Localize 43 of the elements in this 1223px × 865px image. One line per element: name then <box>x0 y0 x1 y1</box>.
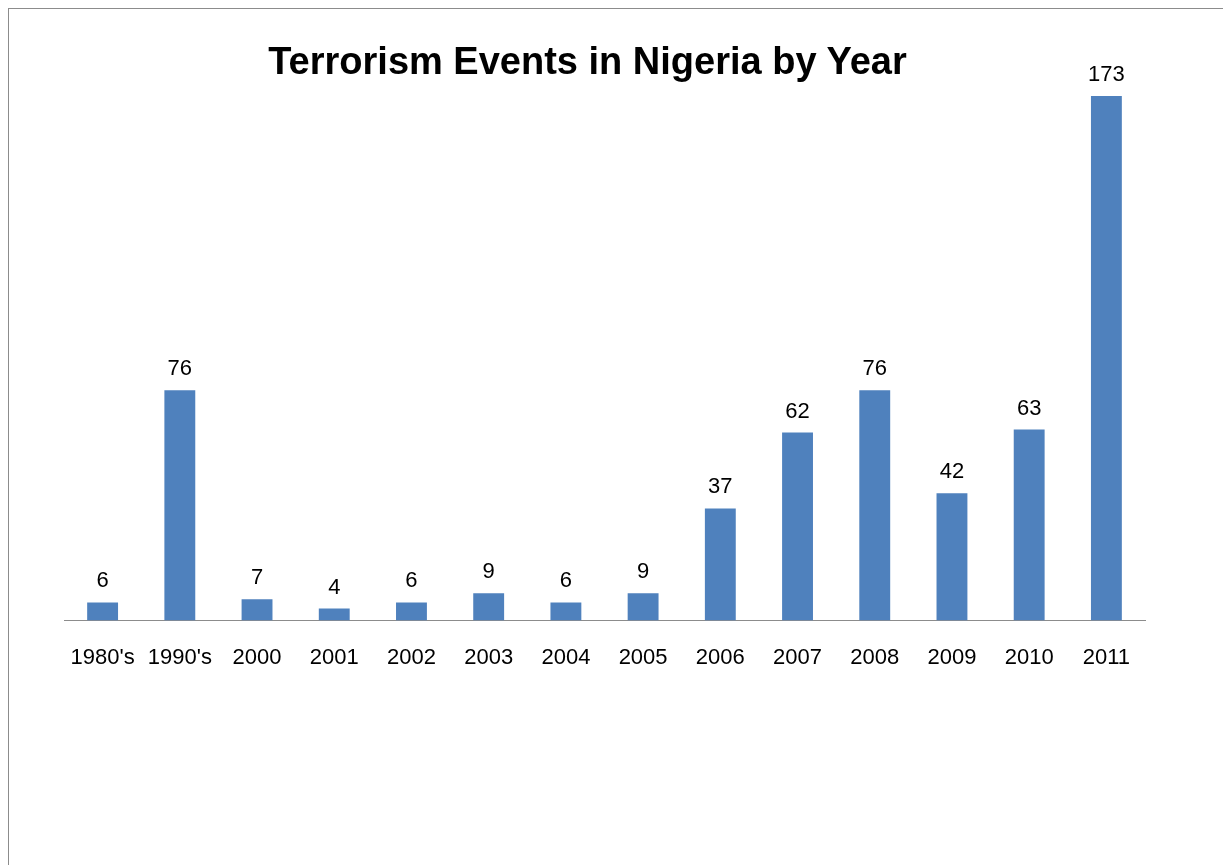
x-tick-label: 2011 <box>1082 643 1131 669</box>
bar <box>318 608 350 621</box>
bar <box>1090 96 1122 621</box>
x-tick-label: 2009 <box>927 643 977 669</box>
bar <box>164 390 196 621</box>
data-label: 9 <box>636 558 650 584</box>
x-tick-label: 2010 <box>1004 643 1054 669</box>
x-tick-label: 2002 <box>386 643 436 669</box>
x-tick-label: 2004 <box>541 643 591 669</box>
data-label: 42 <box>939 458 965 484</box>
data-label: 76 <box>862 355 887 381</box>
data-label: 6 <box>96 567 109 593</box>
data-label: 76 <box>167 355 193 381</box>
x-tick-label: 2003 <box>464 643 514 669</box>
x-tick-label: 2008 <box>850 643 900 669</box>
bar <box>782 432 813 621</box>
data-label: 4 <box>328 573 341 599</box>
x-tick-label: 1990's <box>147 643 212 669</box>
bar <box>473 593 505 621</box>
chart-title: Terrorism Events in Nigeria by Year <box>268 40 907 82</box>
bar <box>936 493 968 621</box>
x-tick-label: 2006 <box>695 643 745 669</box>
bar <box>87 602 119 621</box>
bar <box>704 508 736 621</box>
data-label: 9 <box>482 558 495 584</box>
bar <box>627 593 659 621</box>
x-tick-label: 1980's <box>70 643 135 669</box>
bar <box>1013 429 1045 621</box>
data-label: 63 <box>1016 394 1042 420</box>
bar <box>550 602 582 621</box>
data-label: 62 <box>785 397 810 423</box>
x-tick-label: 2005 <box>618 643 668 669</box>
x-tick-label: 2007 <box>773 643 823 669</box>
data-label: 6 <box>405 567 418 593</box>
bar <box>241 599 273 621</box>
data-label: 37 <box>708 473 733 499</box>
x-tick-label: 2001 <box>309 643 359 669</box>
bar <box>396 602 427 621</box>
x-tick-label: 2000 <box>232 643 282 669</box>
data-label: 173 <box>1088 61 1125 87</box>
data-label: 7 <box>250 564 264 590</box>
data-label: 6 <box>559 567 573 593</box>
bar <box>859 390 891 621</box>
